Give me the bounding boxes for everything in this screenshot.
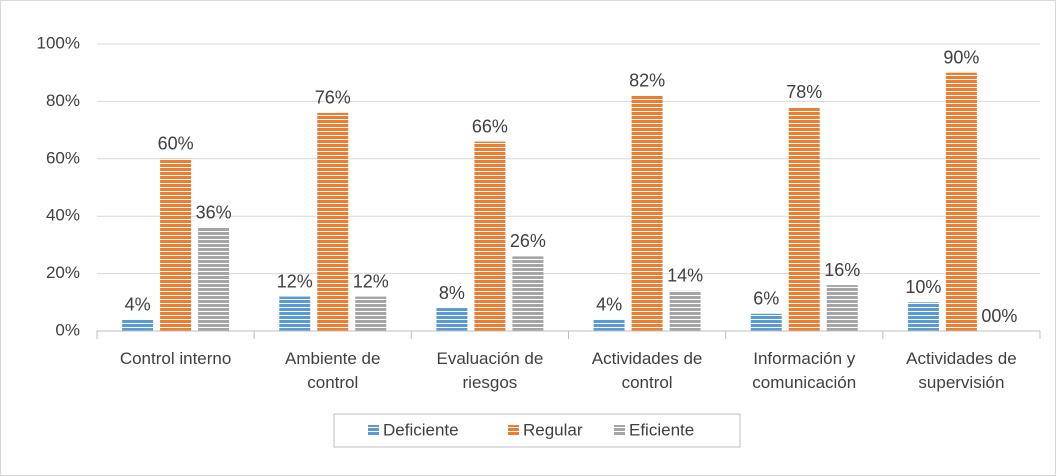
bar xyxy=(279,296,311,331)
y-tick-label: 20% xyxy=(46,263,80,282)
bar xyxy=(631,95,663,331)
data-label: 12% xyxy=(353,271,389,291)
y-tick-label: 80% xyxy=(46,91,80,110)
bar xyxy=(593,319,625,331)
bar xyxy=(436,308,468,331)
data-label: 4% xyxy=(125,294,151,314)
data-label: 8% xyxy=(439,283,465,303)
bar xyxy=(788,107,820,331)
data-label: 60% xyxy=(158,134,194,154)
y-tick-label: 100% xyxy=(37,33,80,52)
bar xyxy=(512,256,544,331)
data-label: 10% xyxy=(905,277,941,297)
y-tick-label: 0% xyxy=(55,320,80,339)
data-label: 12% xyxy=(277,271,313,291)
data-label: 26% xyxy=(510,231,546,251)
bar xyxy=(198,227,230,331)
data-label: 6% xyxy=(753,289,779,309)
bar xyxy=(945,72,977,331)
data-label: 66% xyxy=(472,116,508,136)
bar xyxy=(826,285,858,331)
x-tick-label: Ambiente de control xyxy=(285,349,381,392)
y-tick-label: 40% xyxy=(46,206,80,225)
data-label: 78% xyxy=(786,82,822,102)
x-tick-label: Actividades de supervisión xyxy=(906,349,1017,392)
bar xyxy=(355,296,387,331)
legend-swatch xyxy=(614,425,625,436)
legend-box xyxy=(333,413,741,448)
data-label: 90% xyxy=(943,47,979,67)
bar xyxy=(160,158,192,331)
data-label: 16% xyxy=(824,260,860,280)
legend-swatch xyxy=(368,425,379,436)
x-tick-label: Control interno xyxy=(119,349,232,368)
legend-swatch xyxy=(508,425,519,436)
legend-label: Deficiente xyxy=(383,420,459,439)
bar xyxy=(122,319,154,331)
bar xyxy=(750,313,782,331)
x-tick-label: Evaluación de riesgos xyxy=(436,349,544,392)
data-label: 82% xyxy=(629,70,665,90)
bar xyxy=(907,302,939,331)
data-label: 00% xyxy=(981,306,1017,326)
bar xyxy=(474,141,506,331)
data-label: 14% xyxy=(667,266,703,286)
x-tick-label: Actividades de control xyxy=(591,349,703,392)
legend-label: Regular xyxy=(523,420,583,439)
data-label: 4% xyxy=(596,294,622,314)
x-tick-label: Información y comunicación xyxy=(752,349,857,392)
data-label: 76% xyxy=(315,88,351,108)
legend-label: Eficiente xyxy=(629,420,694,439)
data-label: 36% xyxy=(196,202,232,222)
bar xyxy=(669,290,701,331)
y-tick-label: 60% xyxy=(46,148,80,167)
bar xyxy=(317,112,349,331)
